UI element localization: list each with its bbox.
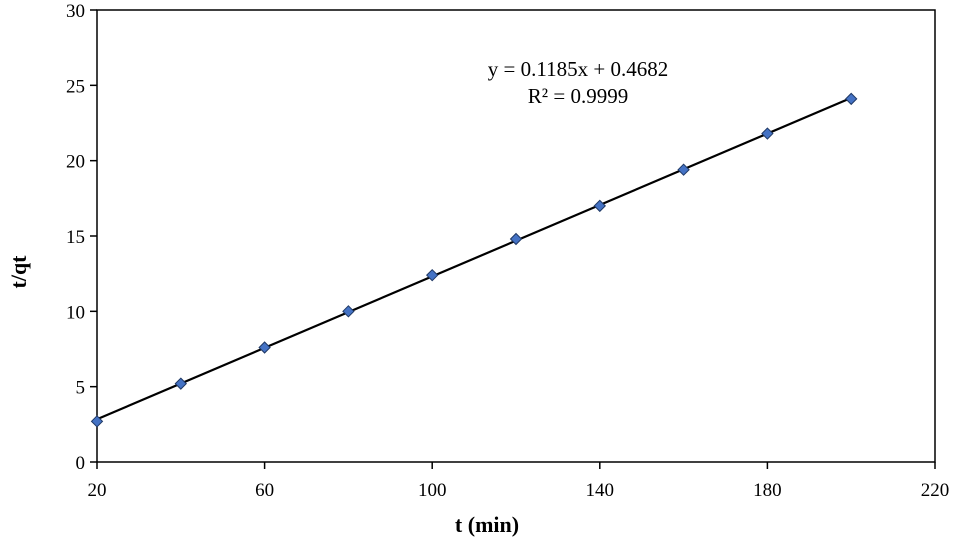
- x-tick-label: 60: [255, 480, 274, 501]
- trendline-equation: y = 0.1185x + 0.4682: [488, 57, 668, 81]
- data-point: [593, 199, 607, 213]
- y-tick-label: 5: [76, 378, 86, 399]
- trendline: [96, 96, 852, 421]
- data-point: [174, 377, 188, 390]
- data-point: [677, 163, 690, 176]
- y-tick-label: 0: [76, 453, 86, 474]
- x-tick-label: 180: [753, 480, 782, 501]
- data-point: [90, 415, 104, 428]
- x-tick-label: 140: [586, 480, 615, 501]
- data-points: [90, 92, 858, 428]
- x-axis-ticks: 20 60 100 140 180 220: [88, 462, 950, 501]
- r-squared-label: R² = 0.9999: [528, 84, 628, 108]
- data-point: [342, 305, 355, 318]
- data-point: [844, 92, 858, 106]
- y-tick-label: 20: [66, 152, 85, 173]
- x-axis-title: t (min): [455, 512, 519, 537]
- data-point: [425, 268, 439, 282]
- y-tick-label: 30: [66, 1, 85, 22]
- y-tick-label: 15: [66, 227, 85, 248]
- data-point: [509, 232, 523, 246]
- y-axis-ticks: 0 5 10 15 20 25 30: [66, 1, 97, 474]
- data-point: [761, 127, 774, 140]
- y-tick-label: 10: [66, 302, 85, 323]
- x-tick-label: 20: [88, 480, 107, 501]
- x-tick-label: 220: [921, 480, 950, 501]
- y-tick-label: 25: [66, 76, 85, 97]
- x-tick-label: 100: [418, 480, 447, 501]
- data-point: [258, 341, 271, 354]
- y-axis-title: t/qt: [6, 255, 31, 289]
